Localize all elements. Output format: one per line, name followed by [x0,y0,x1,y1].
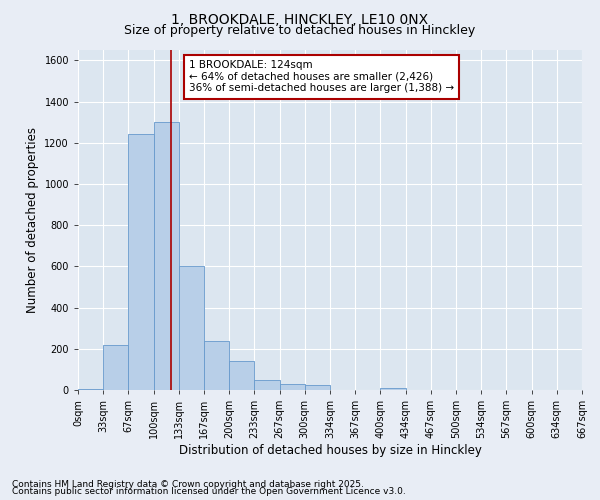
Bar [254,380,280,390]
Text: Contains HM Land Registry data © Crown copyright and database right 2025.: Contains HM Land Registry data © Crown c… [12,480,364,489]
X-axis label: Distribution of detached houses by size in Hinckley: Distribution of detached houses by size … [179,444,481,457]
Y-axis label: Number of detached properties: Number of detached properties [26,127,39,313]
Bar [204,340,229,390]
Text: Contains public sector information licensed under the Open Government Licence v3: Contains public sector information licen… [12,488,406,496]
Bar [179,266,204,390]
Bar [154,122,179,390]
Bar [128,134,154,390]
Bar [229,361,254,390]
Text: 1 BROOKDALE: 124sqm
← 64% of detached houses are smaller (2,426)
36% of semi-det: 1 BROOKDALE: 124sqm ← 64% of detached ho… [189,60,454,94]
Bar [280,384,305,390]
Bar [103,344,128,390]
Text: Size of property relative to detached houses in Hinckley: Size of property relative to detached ho… [124,24,476,37]
Bar [380,388,406,390]
Bar [78,389,103,390]
Bar [305,385,330,390]
Text: 1, BROOKDALE, HINCKLEY, LE10 0NX: 1, BROOKDALE, HINCKLEY, LE10 0NX [172,12,428,26]
